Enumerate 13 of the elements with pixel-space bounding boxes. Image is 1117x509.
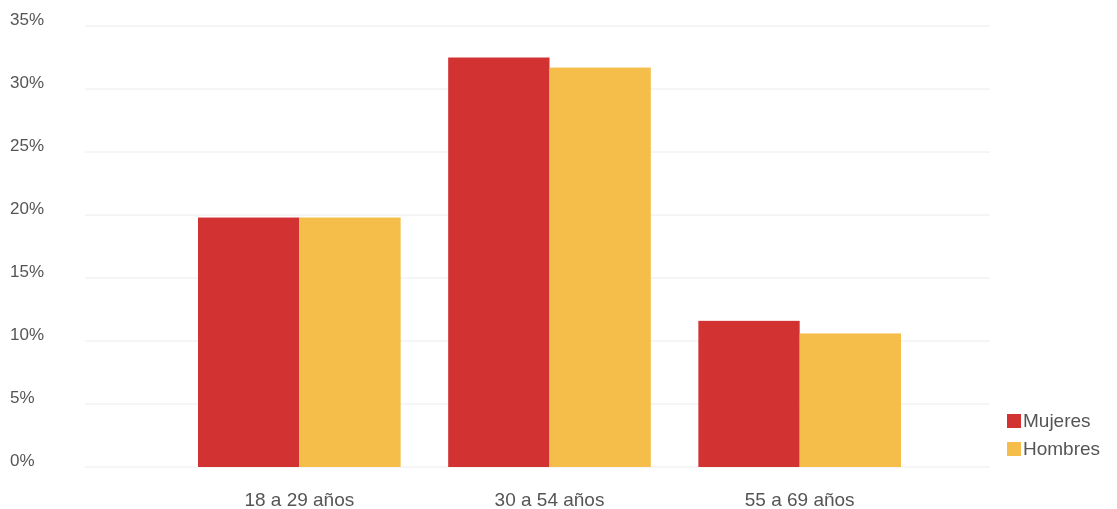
legend-label: Hombres (1023, 438, 1101, 459)
y-tick-label: 15% (10, 262, 45, 281)
x-tick-label: 55 a 69 años (744, 489, 855, 509)
x-tick-label: 30 a 54 años (494, 489, 605, 509)
y-tick-label: 5% (10, 388, 35, 407)
y-tick-label: 30% (10, 73, 45, 92)
y-tick-label: 20% (10, 199, 45, 218)
y-tick-label: 25% (10, 136, 45, 155)
y-tick-label: 10% (10, 325, 45, 344)
x-tick-label: 18 a 29 años (244, 489, 355, 509)
y-tick-label: 35% (10, 10, 45, 29)
legend-label: Mujeres (1023, 410, 1091, 431)
y-tick-label: 0% (10, 451, 35, 470)
